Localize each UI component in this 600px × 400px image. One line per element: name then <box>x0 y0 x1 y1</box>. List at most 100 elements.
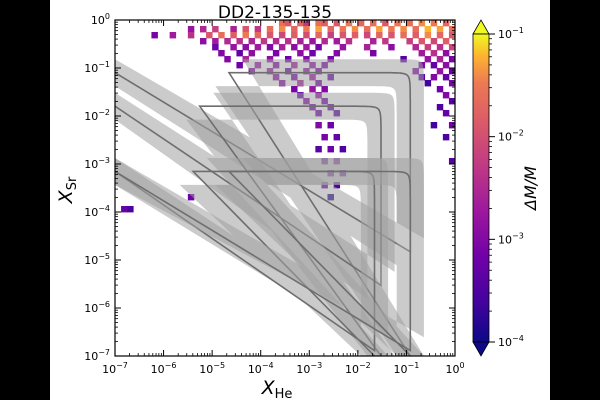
y-tick-label: 100 <box>91 12 110 27</box>
colorbar-tick-label: 10−4 <box>498 334 524 349</box>
heatmap-cell <box>400 32 407 39</box>
heatmap-cell <box>333 50 341 57</box>
heatmap-cell <box>339 26 347 33</box>
x-tick-label: 10−2 <box>345 361 371 376</box>
heatmap-cell <box>242 44 249 51</box>
heatmap-cell <box>187 26 195 33</box>
heatmap-cell <box>236 62 243 69</box>
heatmap-cell <box>339 32 347 39</box>
heatmap-cell <box>266 44 274 51</box>
heatmap-cell <box>187 32 195 39</box>
heatmap-cell <box>436 86 444 93</box>
heatmap-cell <box>187 194 195 201</box>
heatmap-cell <box>127 206 134 213</box>
x-axis-title: XHe <box>261 377 293 400</box>
heatmap-cell <box>448 158 456 165</box>
heatmap-cell <box>151 32 158 39</box>
heatmap-cell <box>448 32 456 39</box>
heatmap-cell <box>242 26 249 33</box>
heatmap-cell <box>436 68 444 75</box>
chart-svg: DD2-135-135 10−7 10−6 10−5 10−4 10−3 10−2 10−1… <box>55 3 540 400</box>
heatmap-cell <box>442 74 450 81</box>
heatmap-cell <box>315 32 322 39</box>
heatmap-cell <box>376 32 383 39</box>
heatmap-cell <box>291 32 298 39</box>
heatmap-cell <box>242 32 249 39</box>
heatmap-cell <box>424 32 432 39</box>
y-tick-label: 10−5 <box>84 252 110 267</box>
heatmap-cell <box>254 44 262 51</box>
heatmap-cell <box>418 50 426 57</box>
heatmap-cell <box>260 38 268 45</box>
heatmap-cell <box>218 32 225 39</box>
heatmap-cell <box>436 32 444 39</box>
heatmap-cell <box>315 122 322 129</box>
heatmap-cell <box>370 50 377 57</box>
axis-ticks: 10−7 10−6 10−5 10−4 10−3 10−2 10−1 100 10−7 10−6 1… <box>84 12 464 376</box>
y-tick-label: 10−3 <box>84 156 110 171</box>
heatmap-cell <box>272 38 280 45</box>
heatmap-cell <box>363 32 371 39</box>
heatmap-cell <box>248 38 256 45</box>
heatmap-cell <box>351 32 359 39</box>
heatmap-cell <box>315 26 322 33</box>
heatmap-cell <box>436 44 444 51</box>
heatmap-cell <box>442 92 450 99</box>
y-tick-label: 10−6 <box>84 300 110 315</box>
heatmap-cell <box>303 44 310 51</box>
heatmap-cell <box>206 32 213 39</box>
heatmap-cell <box>400 26 407 33</box>
x-tick-label: 10−4 <box>248 361 274 376</box>
heatmap-cell <box>430 20 438 27</box>
model-curve-1 <box>114 71 412 357</box>
heatmap-cell <box>224 38 231 45</box>
heatmap-cell <box>121 206 128 213</box>
heatmap-cell <box>212 26 219 33</box>
heatmap-cell <box>394 20 401 27</box>
heatmap-cell <box>321 38 328 45</box>
heatmap-cell <box>442 50 450 57</box>
heatmap-cell <box>297 20 304 27</box>
heatmap-cell <box>345 38 353 45</box>
colorbar <box>472 33 490 343</box>
heatmap-cell <box>321 86 328 93</box>
heatmap-cell <box>327 26 334 33</box>
heatmap-cell <box>339 44 347 51</box>
heatmap-cell <box>333 38 341 45</box>
heatmap-cell <box>291 44 298 51</box>
heatmap-cell <box>442 110 450 117</box>
heatmap-cell <box>448 122 456 129</box>
heatmap-cell <box>418 20 426 27</box>
heatmap-cell <box>357 20 365 27</box>
heatmap-cell <box>436 26 444 33</box>
heatmap-cell <box>370 38 377 45</box>
heatmap-cell <box>315 44 322 51</box>
heatmap-cell <box>436 104 444 111</box>
heatmap-cell <box>212 38 219 45</box>
colorbar-tick-label: 10−2 <box>498 129 524 144</box>
heatmap-cell <box>388 26 395 33</box>
heatmap-cell <box>200 38 207 45</box>
heatmap-cell <box>291 86 298 93</box>
heatmap-cell <box>418 38 426 45</box>
heatmap-cell <box>430 62 438 69</box>
heatmap-cell <box>430 122 438 129</box>
heatmap-cell <box>218 50 225 57</box>
heatmap-cell <box>278 44 286 51</box>
plot-frame <box>114 19 456 357</box>
heatmap-cell <box>376 26 383 33</box>
heatmap-cell <box>382 38 389 45</box>
colorbar-ticks: 10−4 10−3 10−2 10−1 <box>489 26 524 349</box>
figure: DD2-135-135 10−7 10−6 10−5 10−4 10−3 10−2 10−1… <box>50 0 550 400</box>
model-bands <box>114 59 424 357</box>
colorbar-label: ΔM/M <box>521 166 540 212</box>
model-band-4 <box>115 158 424 356</box>
heatmap-cell <box>303 32 310 39</box>
heatmap-cell <box>327 122 334 129</box>
heatmap-cell <box>345 20 353 27</box>
heatmap-cells <box>121 20 456 213</box>
heatmap-cell <box>297 38 304 45</box>
heatmap-cell <box>351 26 359 33</box>
heatmap-cell <box>412 32 419 39</box>
heatmap-cell <box>430 74 438 81</box>
